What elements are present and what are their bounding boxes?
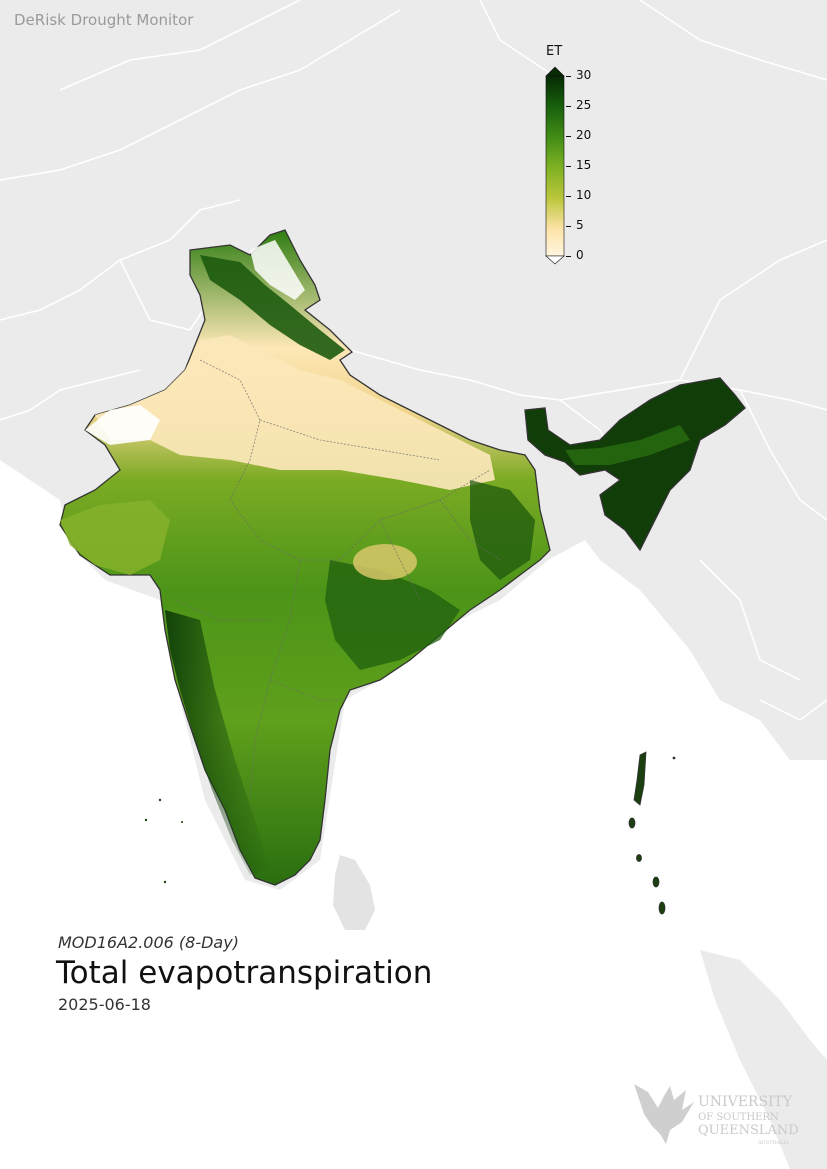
country-boundaries	[0, 0, 827, 721]
sea-area	[0, 460, 827, 1169]
colorbar-tick-label: 10	[576, 188, 592, 202]
himalaya-forest	[200, 255, 345, 360]
colorbar-tick-label: 5	[576, 218, 584, 232]
map-title: Total evapotranspiration	[56, 955, 433, 991]
colorbar-tick-mark	[566, 196, 571, 197]
phoenix-emblem-icon	[634, 1084, 694, 1144]
snow-no-data	[250, 240, 305, 300]
colorbar-tick-label: 15	[576, 158, 592, 172]
colorbar-tick-label: 0	[576, 248, 584, 262]
colorbar-label: ET	[546, 44, 563, 59]
colorbar-tick-label: 30	[576, 68, 592, 82]
logo-line3: QUEENSLAND	[698, 1123, 799, 1138]
colorbar-tick-label: 25	[576, 98, 592, 112]
colorbar-tick-mark	[566, 256, 571, 257]
colorbar-tick-mark	[566, 226, 571, 227]
logo-line1: UNIVERSITY	[698, 1094, 793, 1110]
lakshadweep-islands	[144, 798, 183, 884]
colorbar-ramp	[545, 66, 565, 265]
logo-line4: AUSTRALIA	[757, 1140, 789, 1146]
logo-line2: OF SOUTHERN	[698, 1112, 779, 1123]
sri-lanka-land	[333, 855, 375, 930]
colorbar-tick-mark	[566, 76, 571, 77]
sumatra-land	[700, 950, 827, 1169]
gujarat-region	[60, 500, 170, 575]
colorbar-tick-mark	[566, 136, 571, 137]
light-patch-central	[353, 544, 417, 580]
state-boundaries	[174, 359, 501, 801]
northeast-india	[524, 377, 746, 552]
central-forest	[325, 560, 460, 670]
northeast-valley	[565, 425, 690, 465]
india-et-raster	[59, 229, 746, 915]
product-subtitle: MOD16A2.006 (8-Day)	[58, 933, 239, 952]
no-data-patch-northwest	[85, 405, 160, 445]
university-logo: UNIVERSITY OF SOUTHERN QUEENSLAND AUSTRA…	[634, 1084, 799, 1146]
andaman-nicobar-islands	[628, 751, 676, 915]
colorbar-tick-mark	[566, 166, 571, 167]
colorbar-tick-mark	[566, 106, 571, 107]
map-date: 2025-06-18	[58, 995, 151, 1014]
colorbar-tick-label: 20	[576, 128, 592, 142]
dry-region-northwest	[95, 335, 495, 490]
western-ghats	[165, 610, 270, 875]
eastern-forest	[470, 480, 535, 580]
app-title: DeRisk Drought Monitor	[14, 11, 194, 29]
